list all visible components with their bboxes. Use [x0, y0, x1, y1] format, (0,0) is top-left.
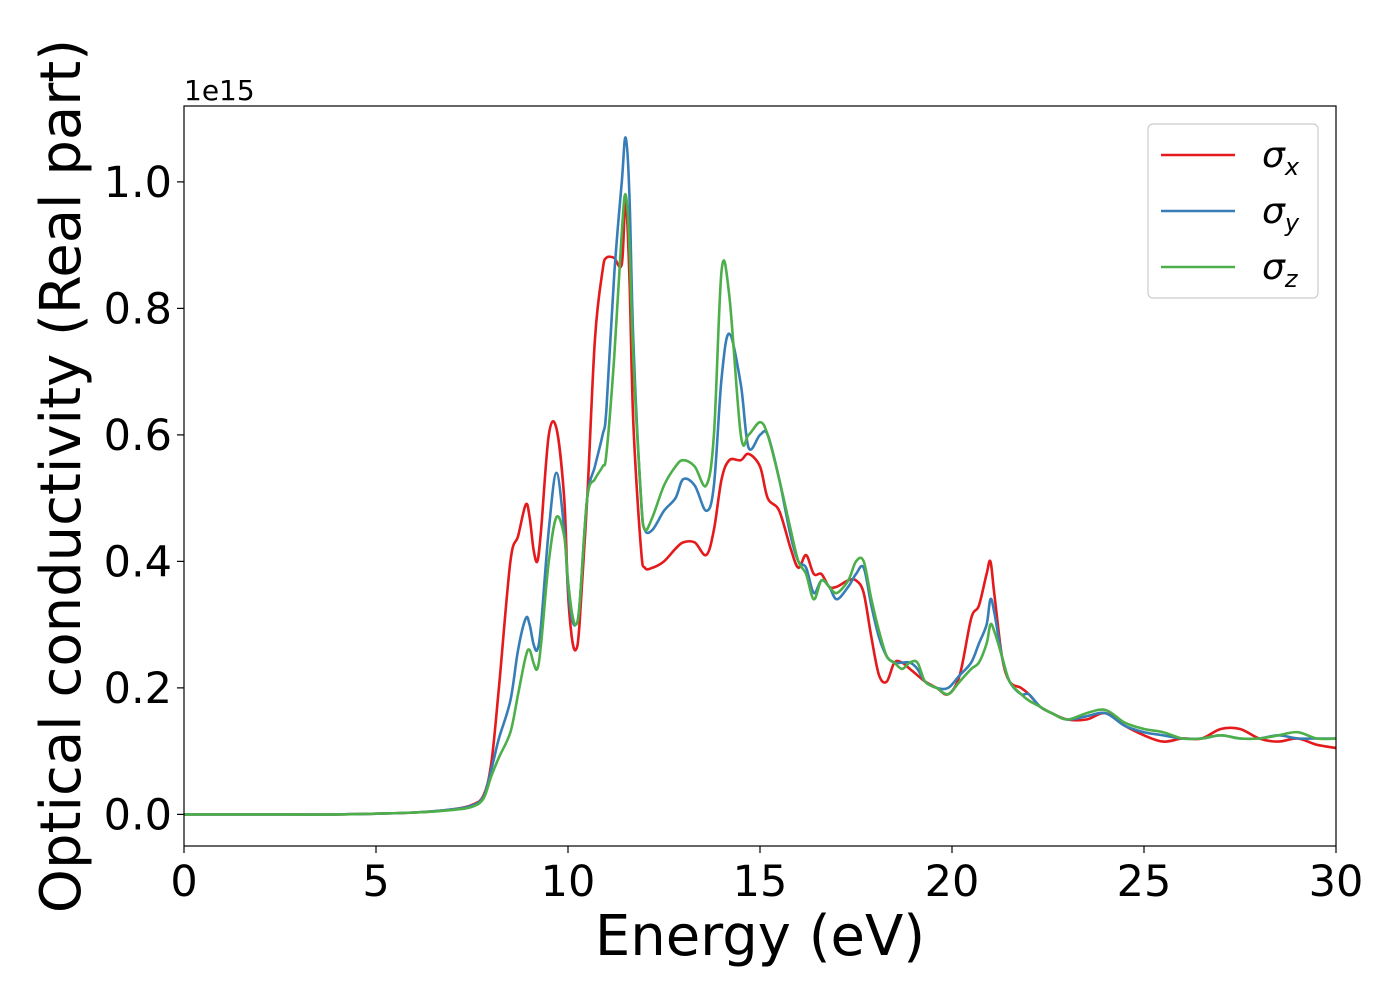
series-line-z — [183, 193, 1337, 816]
y-tick-label: 0.2 — [104, 664, 172, 714]
series-lines — [183, 136, 1337, 816]
x-tick-label: 20 — [925, 857, 980, 907]
x-tick-label: 15 — [733, 857, 788, 907]
y-tick-label: 1.0 — [104, 158, 172, 208]
y-offset-label: 1e15 — [184, 74, 255, 107]
y-axis-ticks: 0.0 0.2 0.4 0.6 0.8 1.0 — [104, 158, 184, 840]
x-tick-label: 25 — [1117, 857, 1172, 907]
y-tick-label: 0.4 — [104, 537, 172, 587]
x-axis-ticks: 0 5 10 15 20 25 30 — [170, 846, 1363, 907]
x-tick-label: 10 — [541, 857, 596, 907]
y-axis-title: Optical conductivity (Real part) — [29, 39, 94, 913]
y-tick-label: 0.8 — [104, 284, 172, 334]
x-tick-label: 30 — [1309, 857, 1364, 907]
y-tick-label: 0.6 — [104, 411, 172, 461]
y-tick-label: 0.0 — [104, 790, 172, 840]
x-axis-title: Energy (eV) — [595, 904, 925, 969]
x-tick-label: 0 — [170, 857, 197, 907]
x-tick-label: 5 — [362, 857, 389, 907]
